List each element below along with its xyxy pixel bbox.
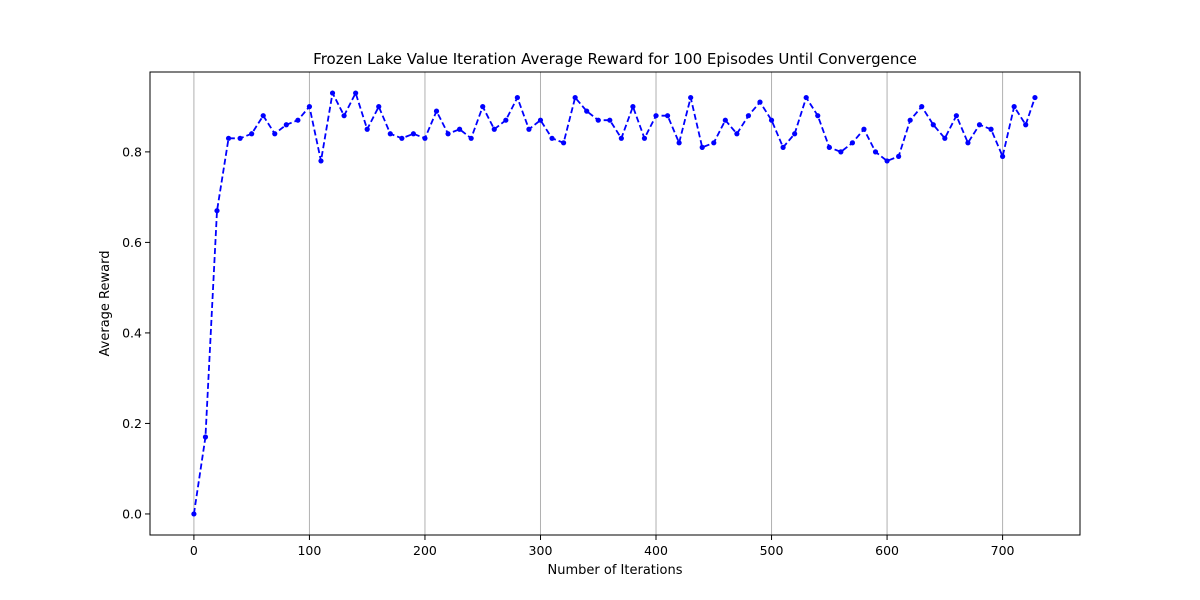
data-point: [295, 117, 301, 123]
data-point: [757, 99, 763, 105]
data-point: [595, 117, 601, 123]
data-point: [353, 90, 359, 96]
data-point: [1011, 104, 1017, 110]
data-point: [457, 126, 463, 132]
data-point: [792, 131, 798, 137]
y-axis-label: Average Reward: [98, 251, 113, 357]
data-point: [1032, 94, 1038, 101]
data-point: [237, 135, 243, 141]
data-point: [249, 131, 255, 137]
data-point: [572, 94, 578, 101]
x-tick-label: 500: [760, 543, 784, 558]
data-point: [815, 113, 821, 119]
data-point: [399, 135, 405, 141]
data-point: [607, 117, 613, 123]
data-point: [664, 113, 671, 119]
data-point: [942, 135, 948, 141]
data-point: [364, 126, 370, 132]
data-point: [872, 149, 879, 155]
x-tick-label: 100: [297, 543, 321, 558]
data-point: [410, 131, 417, 137]
data-point: [445, 131, 451, 137]
data-point: [768, 117, 775, 123]
data-point: [722, 117, 728, 123]
y-tick-label: 0.2: [122, 416, 142, 431]
data-point: [930, 122, 936, 128]
data-point: [491, 126, 497, 132]
data-point: [306, 104, 313, 110]
data-point: [780, 144, 786, 150]
data-point: [988, 126, 994, 132]
data-point: [468, 135, 474, 141]
data-point: [826, 144, 832, 150]
data-point: [202, 434, 209, 440]
data-point: [318, 158, 324, 164]
x-tick-label: 0: [190, 543, 198, 558]
x-tick-label: 200: [413, 543, 437, 558]
data-point: [387, 131, 393, 137]
x-axis-label: Number of Iterations: [548, 563, 683, 578]
x-axis: 0 100 200 300 400 500 600 700: [190, 535, 1015, 558]
data-point: [907, 117, 913, 123]
data-point: [549, 135, 555, 141]
data-point: [376, 104, 382, 110]
data-point: [191, 511, 197, 517]
data-point: [503, 117, 509, 123]
y-tick-label: 0.6: [122, 235, 142, 250]
data-point: [884, 158, 890, 164]
plot-area-frame: [149, 71, 1081, 536]
data-point: [214, 208, 220, 214]
grid-lines: [193, 72, 1004, 535]
data-point: [999, 153, 1006, 160]
data-point: [630, 104, 636, 110]
y-tick-label: 0.8: [122, 144, 142, 159]
data-point: [526, 126, 532, 132]
data-point: [734, 131, 740, 137]
y-axis: 0.0 0.2 0.4 0.6 0.8: [122, 144, 150, 521]
series-layer: [191, 90, 1038, 517]
data-point: [849, 140, 856, 146]
data-point: [329, 90, 336, 96]
data-point: [965, 140, 971, 146]
x-tick-label: 600: [875, 543, 899, 558]
data-point: [745, 113, 752, 119]
data-point: [953, 113, 959, 119]
data-point: [283, 122, 289, 128]
data-point: [803, 94, 809, 101]
data-point: [260, 113, 266, 119]
data-point: [1023, 122, 1029, 128]
x-tick-label: 300: [529, 543, 553, 558]
data-point: [584, 108, 590, 114]
data-point: [272, 131, 278, 137]
data-point: [618, 135, 624, 141]
data-point: [711, 140, 717, 146]
y-tick-label: 0.4: [122, 325, 142, 340]
data-point: [560, 140, 567, 146]
chart-title: Frozen Lake Value Iteration Average Rewa…: [313, 50, 917, 68]
data-point: [688, 94, 694, 101]
data-point: [225, 135, 232, 141]
x-tick-label: 400: [644, 543, 668, 558]
data-point: [514, 94, 520, 101]
data-point: [861, 126, 867, 132]
data-point: [699, 144, 705, 150]
data-point: [433, 108, 440, 114]
data-point: [653, 113, 659, 119]
data-point: [480, 104, 486, 110]
data-point: [896, 153, 902, 160]
data-point: [641, 135, 648, 141]
data-point: [341, 113, 347, 119]
data-point: [537, 117, 544, 123]
y-tick-label: 0.0: [122, 506, 142, 521]
data-point: [676, 140, 682, 146]
data-point: [422, 135, 428, 141]
x-tick-label: 700: [991, 543, 1015, 558]
data-point: [976, 122, 983, 128]
data-point: [838, 149, 844, 155]
data-point: [919, 104, 925, 110]
